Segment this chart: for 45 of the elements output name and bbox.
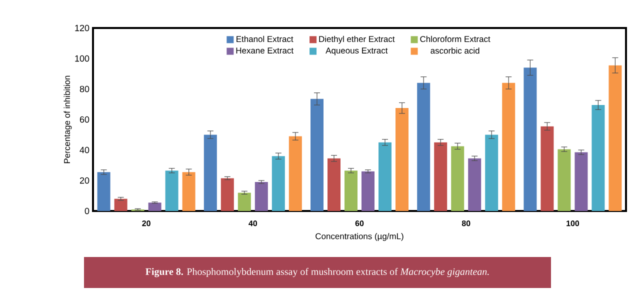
bar xyxy=(182,172,196,211)
bar xyxy=(220,178,234,211)
legend-label: Chloroform Extract xyxy=(420,36,490,42)
bar xyxy=(204,134,217,211)
y-tick-label: 100 xyxy=(75,55,90,62)
bar xyxy=(451,146,464,211)
bar xyxy=(485,134,498,211)
bar xyxy=(396,108,409,211)
bar xyxy=(238,192,251,211)
bar xyxy=(417,82,430,211)
bar xyxy=(558,149,571,211)
bar xyxy=(272,156,285,211)
bar xyxy=(254,182,268,211)
legend-label: Ethanol Extract xyxy=(236,36,294,42)
bar xyxy=(148,202,162,211)
y-tick-label: 120 xyxy=(75,24,90,32)
y-tick-label: 80 xyxy=(80,86,90,92)
y-axis-title: Percentage of inhibition xyxy=(64,76,72,164)
y-tick-label: 60 xyxy=(80,116,90,123)
legend-label: Hexane Extract xyxy=(236,48,294,54)
bar xyxy=(310,98,324,211)
bar xyxy=(328,158,341,211)
bar xyxy=(540,126,554,211)
y-tick-label: 40 xyxy=(80,146,90,154)
bar xyxy=(574,152,588,211)
bar xyxy=(362,171,375,211)
bar xyxy=(288,136,302,211)
bar xyxy=(114,198,128,211)
legend-label: Diethyl ether Extract xyxy=(319,36,395,44)
bar xyxy=(524,68,537,211)
bar xyxy=(434,142,448,211)
bar xyxy=(592,105,605,211)
bar xyxy=(344,170,358,211)
bar xyxy=(97,172,110,211)
bar xyxy=(165,170,178,211)
legend-label: Aqueous Extract xyxy=(326,48,388,56)
bar xyxy=(468,158,482,211)
bar xyxy=(378,142,392,211)
x-axis-title: Concentrations (µg/mL) xyxy=(316,232,404,241)
bar xyxy=(502,82,516,211)
text: Figure 8. Phosphomolybdenum assay of mushroom extracts of Macrocybe gigantean. xyxy=(146,268,489,278)
y-tick-label: 20 xyxy=(80,177,90,184)
legend-label: ascorbic acid xyxy=(430,47,480,54)
y-tick-label: 0 xyxy=(84,208,90,214)
bar xyxy=(608,65,622,211)
